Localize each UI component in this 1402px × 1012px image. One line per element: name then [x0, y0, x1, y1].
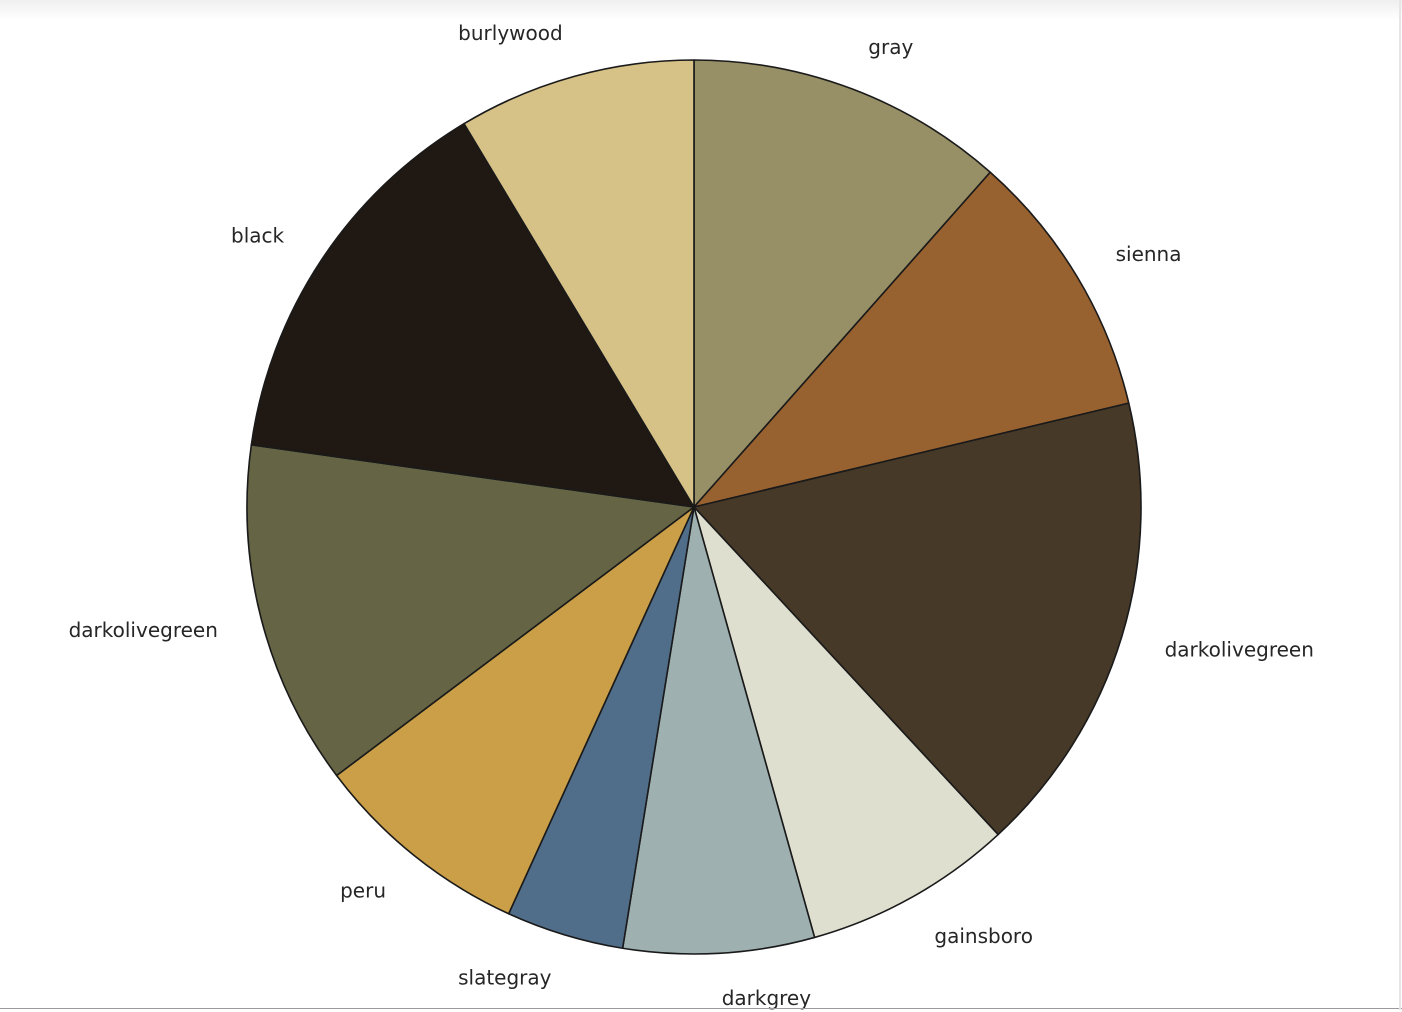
figure-bottom-border [0, 1008, 1402, 1009]
pie-label-2-darkolivegreen: darkolivegreen [1165, 638, 1314, 662]
pie-slice-6-peru [335, 506, 695, 915]
pie-label-6-peru: peru [340, 878, 386, 902]
figure-top-shade [0, 0, 1402, 20]
pie-slice-9-burlywood [463, 59, 695, 508]
pie-label-7-darkolivegreen: darkolivegreen [69, 618, 218, 642]
pie-slice-7-darkolivegreen [246, 444, 695, 777]
pie-label-8-black: black [231, 224, 285, 248]
pie-labels: gray sienna darkolivegreen gainsboro darkgre… [69, 21, 1314, 1010]
pie-slice-1-sienna [693, 171, 1130, 508]
pie-slice-8-black [250, 122, 695, 508]
pie-label-4-darkgrey: darkgrey [722, 986, 812, 1010]
figure-right-border [1399, 0, 1401, 1010]
pie-label-9-burlywood: burlywood [458, 21, 563, 45]
pie-slice-0-gray [693, 59, 992, 508]
pie-label-1-sienna: sienna [1116, 242, 1182, 266]
pie-slice-4-darkgrey [621, 506, 816, 955]
pie-label-0-gray: gray [868, 35, 913, 59]
pie-slice-2-darkolivegreen [693, 402, 1142, 836]
pie-slices [246, 59, 1142, 955]
pie-slice-3-gainsboro [693, 506, 999, 939]
pie-label-3-gainsboro: gainsboro [934, 924, 1033, 948]
pie-label-5-slategray: slategray [458, 966, 552, 990]
